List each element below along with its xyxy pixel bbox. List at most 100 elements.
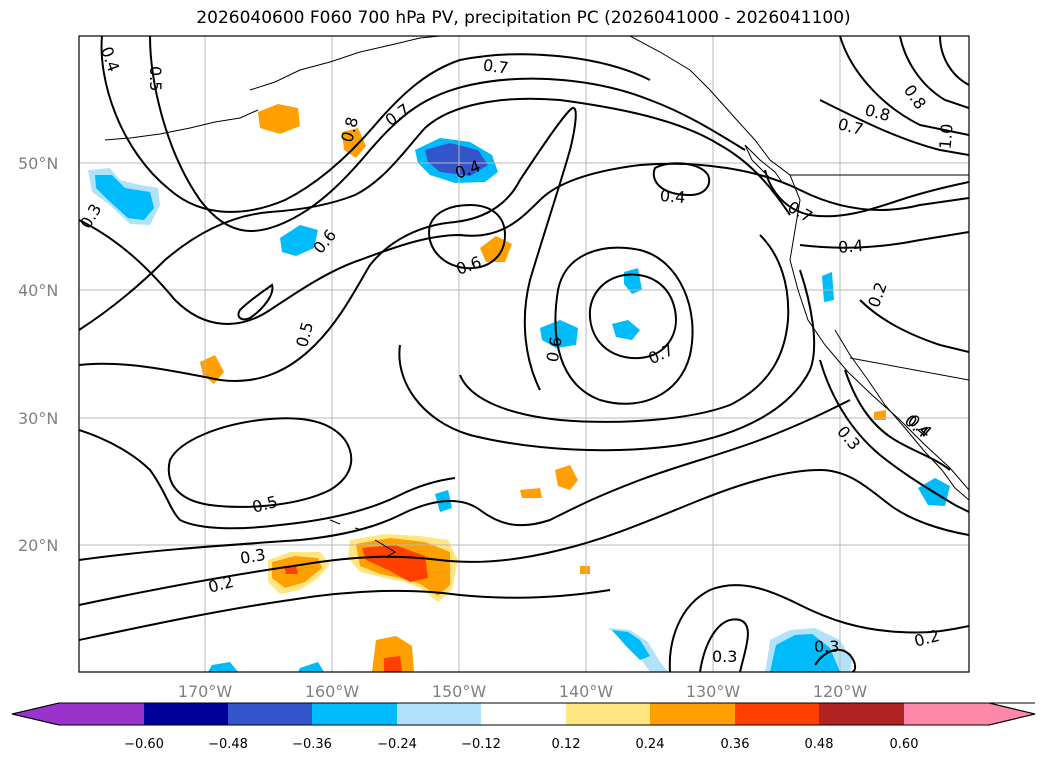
blue-patch-b [540, 320, 578, 348]
contour-line [554, 246, 694, 405]
red-dot-south [384, 656, 402, 672]
colorbar-tick: 0.60 [890, 737, 919, 752]
longitude-labels: 170°W 160°W 150°W 140°W 130°W 120°W [178, 682, 868, 701]
colorbar-tick: −0.24 [377, 737, 417, 752]
contour-line [699, 618, 749, 672]
contour-line [100, 36, 651, 213]
contour-line [459, 234, 790, 423]
contour-line [899, 36, 969, 109]
lat-label: 50°N [18, 154, 58, 173]
contour-label: 0.4 [659, 186, 686, 207]
colorbar-tick: 0.12 [552, 737, 581, 752]
lat-label: 40°N [18, 281, 58, 300]
orange-patch-south [372, 636, 414, 672]
orange-patch-e [555, 465, 578, 490]
contour-line [398, 269, 816, 452]
colorbar-swatch [735, 703, 819, 725]
contour-line [939, 36, 969, 86]
contour-line [588, 273, 677, 360]
blue-patch-south-core [770, 634, 840, 672]
blue-patch-h-core [612, 630, 650, 660]
colorbar-tick: −0.60 [124, 737, 164, 752]
contour-line [844, 369, 951, 471]
blue-patch-f [822, 272, 834, 302]
colorbar-swatch [59, 703, 144, 725]
contour-line [167, 417, 353, 508]
lon-label: 130°W [686, 682, 741, 701]
colorbar-swatch [904, 703, 989, 725]
colorbar-border [11, 702, 1036, 726]
contour-line [799, 231, 969, 249]
contour-label: 0.3 [712, 647, 737, 666]
contour-line [859, 299, 969, 353]
colorbar: −0.60 −0.48 −0.36 −0.24 −0.12 0.12 0.24 … [11, 702, 1036, 752]
contour-line [668, 584, 969, 672]
contour-line [79, 97, 791, 331]
contour-line [839, 36, 969, 136]
contour-line [79, 399, 851, 561]
colorbar-swatch [397, 703, 481, 725]
lon-label: 120°W [813, 682, 868, 701]
colorbar-tick: 0.24 [636, 737, 665, 752]
blue-patch-j [298, 662, 324, 672]
contour-line [237, 283, 274, 321]
map-title: 2026040600 F060 700 hPa PV, precipitatio… [196, 8, 851, 28]
dark-blue-core [425, 143, 488, 176]
colorbar-swatch [650, 703, 735, 725]
contour-label: 0.6 [543, 335, 566, 363]
contour-label: 1.0 [936, 123, 957, 150]
colorbar-swatch [819, 703, 904, 725]
contour-line [764, 169, 969, 218]
contour-line [79, 162, 969, 325]
colorbar-swatch [312, 703, 397, 725]
latitude-labels: 50°N 40°N 30°N 20°N [18, 154, 58, 555]
aleutian-islands [104, 109, 259, 141]
contour-label: 0.5 [146, 66, 165, 91]
lon-label: 160°W [305, 682, 360, 701]
contour-line [79, 429, 456, 530]
bc-coast [629, 36, 969, 491]
orange-patch-b [342, 128, 366, 158]
contour-label: 0.3 [239, 545, 267, 568]
map-area [79, 36, 969, 672]
lat-label: 30°N [18, 409, 58, 428]
lon-label: 140°W [559, 682, 614, 701]
orange-dot-h [580, 566, 590, 574]
colorbar-min-extend [12, 703, 59, 725]
lon-label: 170°W [178, 682, 233, 701]
colorbar-tick: 0.36 [721, 737, 750, 752]
map-frame [78, 35, 970, 673]
colorbar-tick: 0.48 [805, 737, 834, 752]
alaska-coast [249, 36, 441, 91]
hawaii-core [362, 545, 428, 582]
blue-patch-a [280, 225, 318, 256]
orange-patch-f [520, 488, 542, 498]
contour-line [428, 203, 507, 270]
graticule [79, 36, 969, 672]
colorbar-tick: −0.48 [208, 737, 248, 752]
colorbar-tick: −0.12 [461, 737, 501, 752]
contour-line [79, 107, 577, 391]
colorbar-swatch [228, 703, 312, 725]
pv-contours [79, 36, 969, 672]
contour-line [652, 162, 710, 197]
contour-label: 0.7 [482, 55, 510, 77]
colorbar-swatch [566, 703, 650, 725]
orange-patch-aleutian [258, 104, 300, 134]
lat-label: 20°N [18, 536, 58, 555]
us-border-mexico [849, 357, 969, 381]
blue-patch-c [612, 320, 640, 340]
contour-labels: 0.4 0.5 0.7 0.7 0.8 0.4 0.3 0.6 0.8 0.7 … [76, 44, 956, 666]
lon-label: 150°W [432, 682, 487, 701]
red-dot-g [284, 566, 298, 574]
contour-line [819, 359, 969, 513]
colorbar-swatch [144, 703, 228, 725]
contour-line [149, 36, 746, 232]
contour-line [814, 648, 857, 672]
contour-line [819, 99, 969, 156]
colorbar-max-extend [989, 703, 1035, 725]
colorbar-swatch [481, 703, 566, 725]
contour-line [79, 468, 969, 606]
contour-line [79, 589, 611, 641]
